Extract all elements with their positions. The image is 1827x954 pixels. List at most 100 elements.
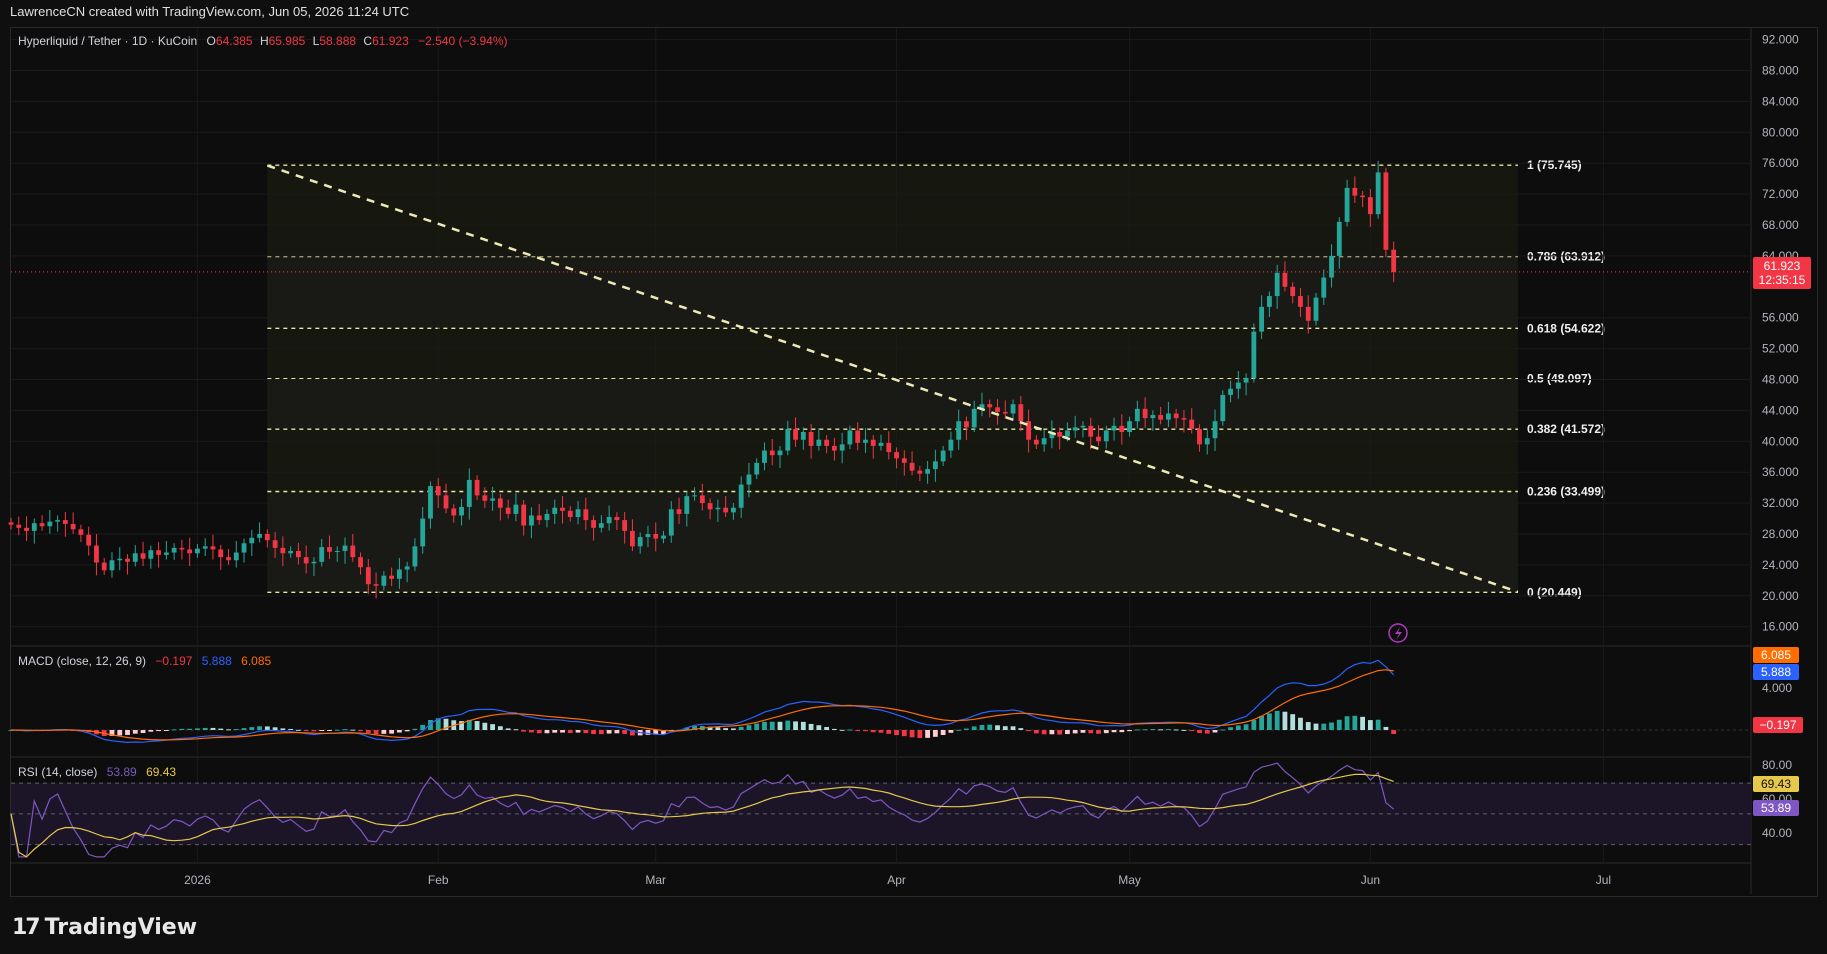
candle-body bbox=[396, 569, 402, 579]
candle-body bbox=[296, 550, 301, 558]
macd-pane[interactable] bbox=[11, 647, 1751, 757]
candle-body bbox=[567, 510, 573, 517]
macd-histogram-bar bbox=[280, 728, 286, 730]
rsi-indicator[interactable] bbox=[10, 762, 1751, 858]
candle-body bbox=[754, 462, 760, 475]
lightning-alert-icon[interactable] bbox=[1388, 623, 1408, 643]
countdown-value: 12:35:15 bbox=[1759, 273, 1806, 287]
tradingview-logo-text: TradingView bbox=[44, 914, 198, 940]
candle-body bbox=[327, 547, 332, 552]
fib-level-label: 1 (75.745) bbox=[1527, 158, 1582, 172]
macd-histogram-bar bbox=[622, 730, 628, 734]
macd-histogram-bar bbox=[435, 718, 441, 730]
candle-body bbox=[948, 439, 954, 451]
candle-body bbox=[389, 575, 395, 579]
macd-histogram-bar bbox=[917, 730, 923, 739]
candle-body bbox=[195, 548, 200, 554]
rsi-ma-value: 69.43 bbox=[146, 765, 176, 779]
tradingview-logo-mark: 17 bbox=[12, 914, 41, 940]
macd-histogram-bar bbox=[793, 721, 798, 730]
candle-body bbox=[1002, 411, 1008, 414]
candle-body bbox=[839, 444, 845, 451]
macd-histogram-bar bbox=[1266, 713, 1272, 730]
candle-body bbox=[692, 495, 697, 497]
macd-histogram-bar bbox=[1142, 729, 1148, 731]
macd-histogram-bar bbox=[241, 728, 247, 730]
macd-label: MACD (close, 12, 26, 9) bbox=[18, 654, 146, 668]
candle-body bbox=[140, 553, 146, 559]
macd-histogram-bar bbox=[956, 729, 962, 731]
candle-body bbox=[622, 520, 628, 531]
macd-histogram-bar bbox=[521, 730, 527, 732]
candle-body bbox=[1134, 408, 1140, 422]
macd-histogram-bar bbox=[746, 725, 752, 730]
candle-body bbox=[816, 439, 822, 446]
macd-histogram-bar bbox=[847, 729, 853, 731]
macd-hist-badge bbox=[1753, 717, 1803, 733]
candle-body bbox=[521, 504, 527, 526]
macd-histogram-bar bbox=[272, 727, 278, 730]
macd-histogram-bar bbox=[1080, 730, 1086, 733]
candle-body bbox=[1033, 439, 1039, 445]
candle-body bbox=[1329, 255, 1334, 278]
macd-histogram-bar bbox=[288, 728, 294, 730]
macd-histogram-bar bbox=[1072, 730, 1078, 734]
fib-zone bbox=[267, 429, 1518, 492]
macd-histogram-bar bbox=[513, 729, 519, 731]
fibonacci-retracement[interactable]: 1 (75.745) 0.786 (63.912) 0.618 (54.622) 0.… bbox=[267, 158, 1605, 599]
time-axis-label: Apr bbox=[887, 873, 906, 887]
macd-histogram-bar bbox=[373, 730, 379, 735]
macd-histogram-bar bbox=[132, 730, 138, 734]
macd-line-badge-text: 5.888 bbox=[1761, 665, 1791, 679]
candle-body bbox=[1018, 404, 1024, 422]
candle-body bbox=[1119, 425, 1125, 433]
candle-body bbox=[964, 421, 969, 428]
price-axis-label: 84.000 bbox=[1762, 94, 1799, 108]
macd-histogram-bar bbox=[140, 730, 146, 734]
macd-histogram-bar bbox=[630, 730, 635, 736]
macd-histogram-bar bbox=[396, 730, 402, 733]
macd-histogram-bar bbox=[762, 721, 767, 730]
tradingview-logo[interactable]: 17 TradingView bbox=[12, 912, 197, 942]
candle-body bbox=[1166, 413, 1171, 420]
time-axis-label: Mar bbox=[645, 873, 666, 887]
candle-body bbox=[202, 546, 208, 549]
trend-line[interactable] bbox=[266, 164, 1519, 594]
candle-body bbox=[497, 498, 503, 508]
low-label: L bbox=[313, 34, 320, 48]
candles[interactable] bbox=[8, 160, 1397, 599]
macd-indicator[interactable] bbox=[8, 659, 1751, 744]
candle-body bbox=[1290, 286, 1296, 297]
macd-histogram-bar bbox=[233, 729, 239, 731]
candle-body bbox=[552, 507, 558, 514]
candle-body bbox=[1010, 404, 1016, 414]
candle-body bbox=[334, 550, 340, 552]
macd-histogram-bar bbox=[1391, 730, 1397, 735]
price-axis-label: 68.000 bbox=[1762, 218, 1799, 232]
macd-histogram-bar bbox=[1274, 710, 1280, 730]
macd-histogram-bar bbox=[692, 726, 697, 730]
candle-body bbox=[55, 520, 61, 522]
candle-body bbox=[257, 533, 262, 538]
price-axis[interactable]: 92.000 88.000 84.000 80.000 76.000 72.000 68.0… bbox=[11, 33, 1799, 634]
rsi-axis-80: 80.00 bbox=[1762, 758, 1792, 772]
price-axis-label: 16.000 bbox=[1762, 620, 1799, 634]
current-price-badge bbox=[1753, 257, 1811, 289]
macd-histogram-bar bbox=[1235, 725, 1241, 730]
rsi-ma-badge-text: 69.43 bbox=[1761, 777, 1791, 791]
macd-histogram-bar bbox=[334, 729, 340, 731]
macd-histogram-bar bbox=[1243, 724, 1249, 730]
macd-histogram-bar bbox=[824, 727, 830, 730]
candle-body bbox=[303, 557, 309, 564]
candle-body bbox=[1204, 438, 1210, 445]
macd-histogram-bar bbox=[909, 730, 915, 738]
macd-histogram-bar bbox=[148, 730, 154, 732]
macd-histogram-bar bbox=[894, 730, 899, 736]
candle-body bbox=[505, 507, 511, 514]
macd-histogram-bar bbox=[187, 728, 193, 730]
macd-histogram-bar bbox=[598, 730, 604, 735]
candle-body bbox=[474, 479, 480, 496]
candle-body bbox=[1041, 438, 1047, 445]
candle-body bbox=[1096, 436, 1101, 442]
